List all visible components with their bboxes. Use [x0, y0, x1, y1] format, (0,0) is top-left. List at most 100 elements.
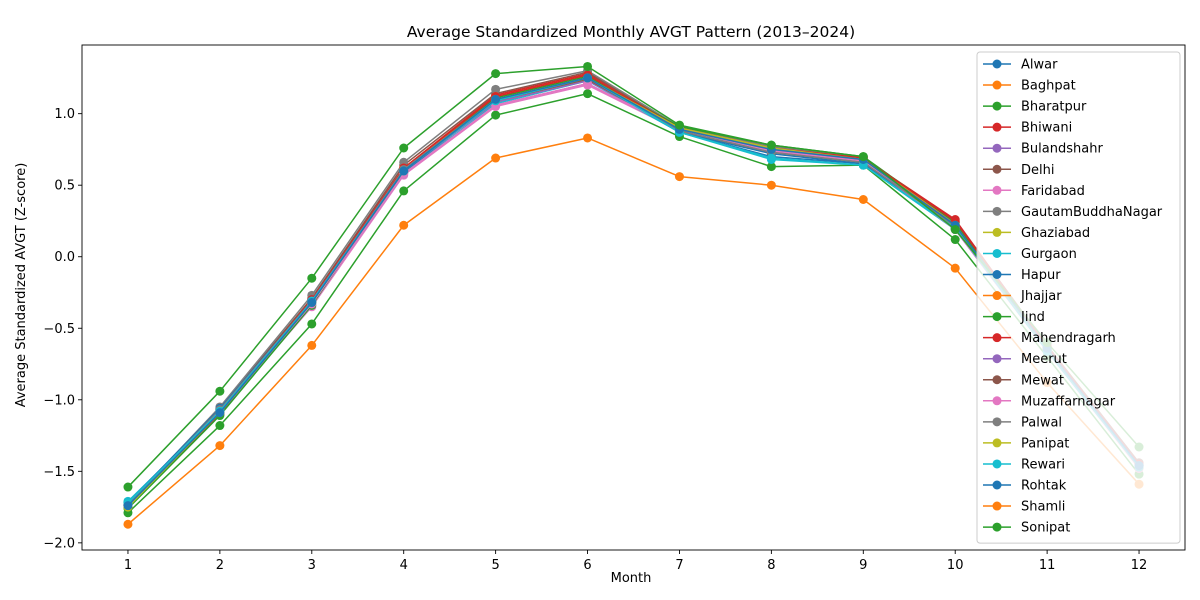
- legend-label: Jhajjar: [1020, 289, 1062, 304]
- legend-marker: [992, 375, 1002, 385]
- legend-marker: [992, 122, 1002, 132]
- data-point: [491, 153, 501, 163]
- data-point: [399, 143, 409, 153]
- legend-marker: [992, 248, 1002, 258]
- data-point: [123, 482, 133, 492]
- data-point: [950, 235, 960, 245]
- legend-label: Mewat: [1021, 373, 1064, 388]
- data-point: [583, 61, 593, 71]
- legend-label: Palwal: [1021, 415, 1062, 430]
- legend-label: Bharatpur: [1021, 100, 1087, 115]
- data-point: [215, 386, 225, 396]
- data-point: [399, 166, 409, 176]
- data-point: [583, 133, 593, 143]
- legend-label: Shamli: [1021, 500, 1065, 515]
- legend: Alwar Baghpat Bharatpur Bhiwani Bulandshahr D…: [976, 51, 1181, 544]
- legend-label: Panipat: [1021, 436, 1069, 451]
- legend-label: Hapur: [1021, 268, 1061, 283]
- plot-area: 1 2 3 4 5 6 7 8 9 10 11 12−2.0−1.5−1.0−0.50.00.51.0: [43, 44, 1186, 573]
- series-line-22: [127, 65, 1140, 488]
- data-point: [123, 519, 133, 529]
- legend-label: Rewari: [1021, 457, 1065, 472]
- legend-marker: [992, 333, 1002, 343]
- legend-box: [976, 51, 1181, 544]
- y-tick-label: −1.0: [43, 393, 75, 408]
- series-line-21: [127, 137, 1140, 525]
- x-tick-label: 1: [124, 558, 132, 573]
- data-point: [307, 340, 317, 350]
- data-point: [307, 298, 317, 308]
- x-tick-label: 7: [675, 558, 683, 573]
- data-point: [307, 319, 317, 329]
- data-point: [766, 153, 776, 163]
- data-point: [215, 421, 225, 431]
- legend-label: Meerut: [1021, 352, 1067, 367]
- data-point: [766, 162, 776, 172]
- x-tick-label: 2: [216, 558, 224, 573]
- legend-label: Bulandshahr: [1021, 142, 1103, 157]
- data-point: [858, 152, 868, 162]
- axes-frame: [81, 44, 1186, 551]
- legend-label: Bhiwani: [1021, 121, 1072, 136]
- data-point: [674, 120, 684, 130]
- legend-marker: [992, 312, 1002, 322]
- legend-label: Faridabad: [1021, 184, 1085, 199]
- legend-label: Gurgaon: [1021, 247, 1077, 262]
- legend-marker: [992, 227, 1002, 237]
- data-point: [950, 225, 960, 235]
- legend-marker: [992, 459, 1002, 469]
- y-tick-label: −1.5: [43, 465, 75, 480]
- legend-marker: [992, 438, 1002, 448]
- legend-marker: [992, 185, 1002, 195]
- legend-label: Alwar: [1021, 58, 1058, 73]
- series-line-20: [127, 77, 1140, 507]
- y-axis-label: Average Standardized AVGT (Z-score): [14, 163, 29, 408]
- data-point: [491, 69, 501, 79]
- x-tick-label: 4: [400, 558, 408, 573]
- legend-label: Ghaziabad: [1021, 226, 1090, 241]
- legend-label: GautamBuddhaNagar: [1021, 205, 1163, 220]
- x-tick-label: 11: [1039, 558, 1056, 573]
- data-point: [491, 84, 501, 94]
- legend-marker: [992, 59, 1002, 69]
- legend-marker: [992, 206, 1002, 216]
- data-point: [215, 408, 225, 418]
- legend-marker: [992, 522, 1002, 532]
- data-point: [583, 73, 593, 83]
- legend-marker: [992, 501, 1002, 511]
- y-tick-label: 0.5: [54, 179, 75, 194]
- data-point: [950, 263, 960, 273]
- legend-marker: [992, 480, 1002, 490]
- data-point: [583, 89, 593, 99]
- data-point: [491, 94, 501, 104]
- data-point: [766, 180, 776, 190]
- legend-label: Rohtak: [1021, 479, 1067, 494]
- legend-marker: [992, 270, 1002, 279]
- data-point: [399, 220, 409, 230]
- x-tick-label: 3: [308, 558, 316, 573]
- chart-title: Average Standardized Monthly AVGT Patter…: [407, 23, 855, 41]
- y-tick-label: 1.0: [54, 107, 75, 122]
- legend-marker: [992, 291, 1002, 301]
- x-tick-label: 5: [491, 558, 499, 573]
- legend-marker: [992, 101, 1002, 111]
- legend-marker: [992, 354, 1002, 364]
- data-point: [307, 273, 317, 283]
- series-line-2: [127, 92, 1140, 514]
- x-tick-label: 9: [859, 558, 867, 573]
- legend-label: Muzaffarnagar: [1021, 394, 1116, 409]
- legend-marker: [992, 396, 1002, 406]
- y-tick-label: 0.0: [54, 250, 75, 265]
- x-axis-label: Month: [611, 571, 652, 586]
- x-tick-label: 8: [767, 558, 775, 573]
- y-tick-label: −2.0: [43, 536, 75, 551]
- data-point: [858, 195, 868, 204]
- legend-label: Mahendragarh: [1021, 331, 1116, 346]
- legend-marker: [992, 143, 1002, 153]
- x-tick-label: 6: [583, 558, 591, 573]
- x-tick-label: 12: [1131, 558, 1148, 573]
- legend-marker: [992, 417, 1002, 427]
- data-point: [674, 172, 684, 182]
